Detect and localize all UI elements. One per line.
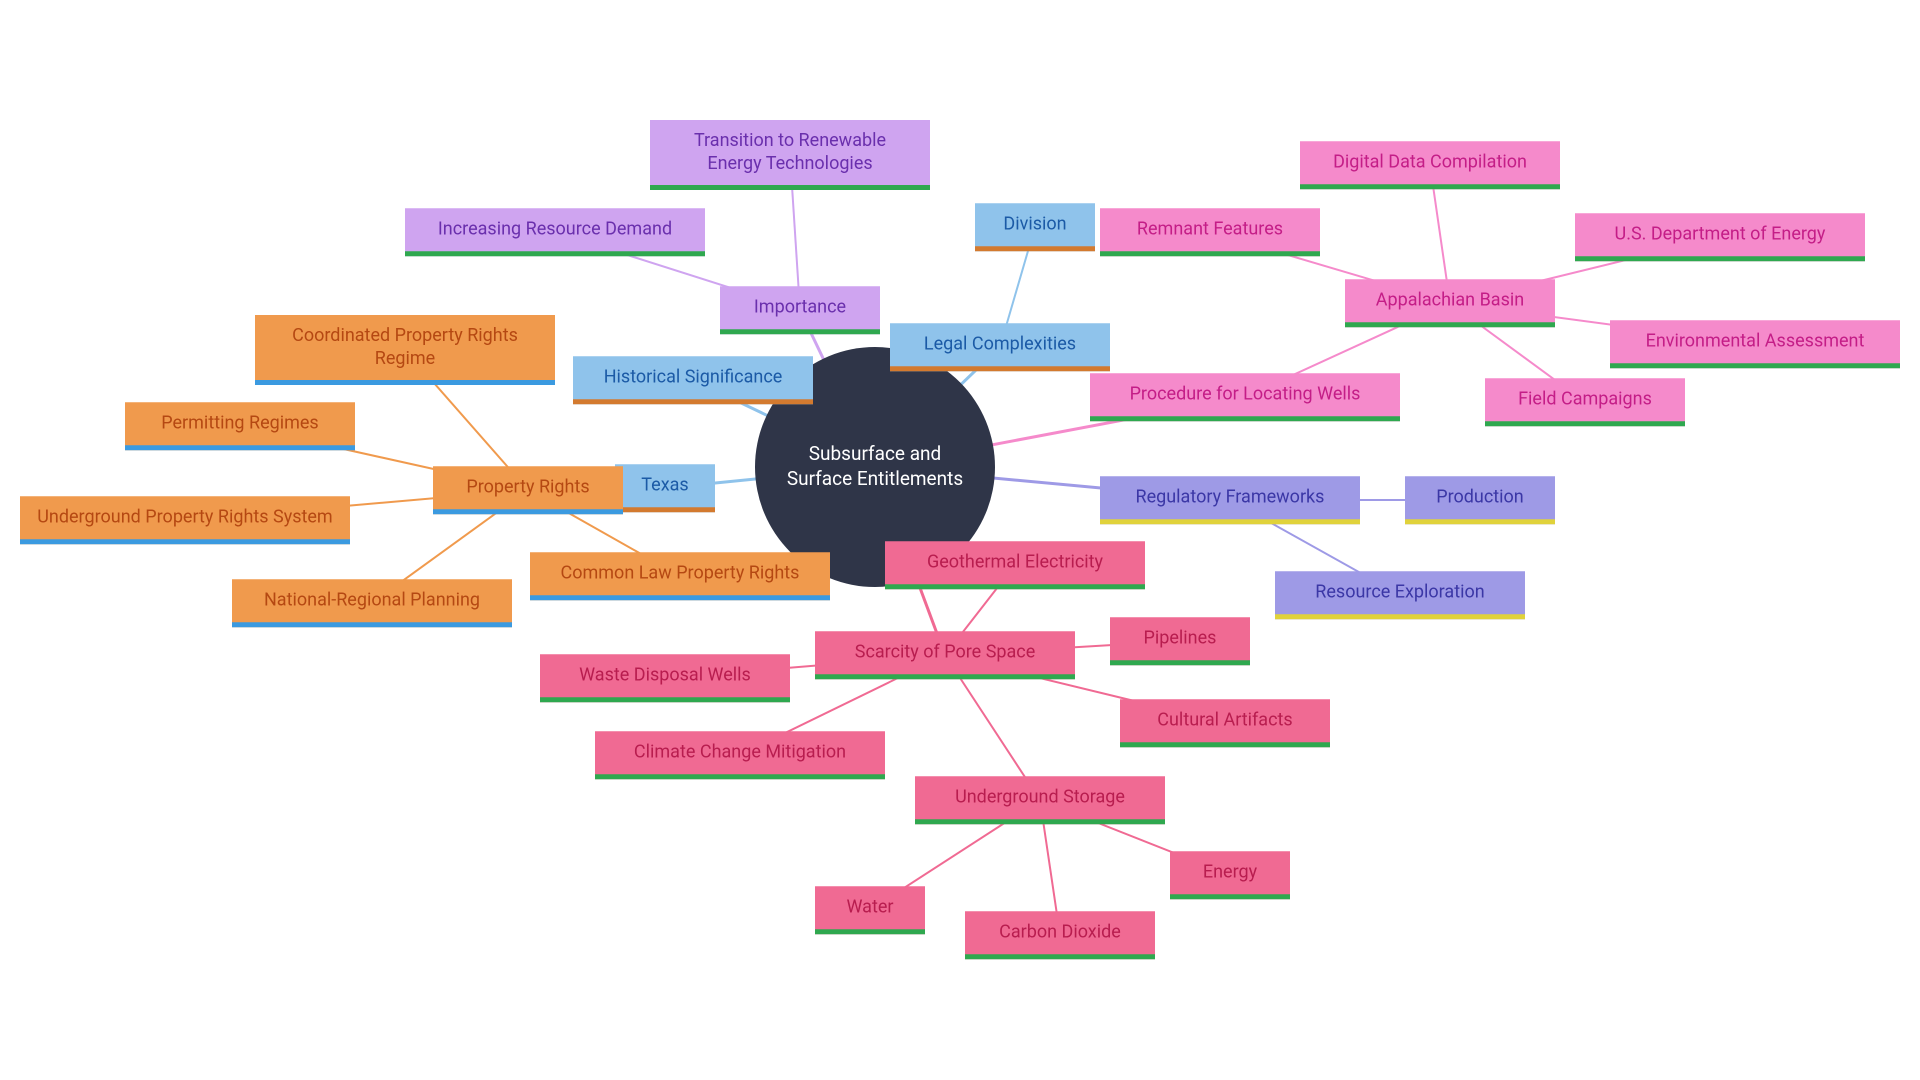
node-coord_regime: Coordinated Property Rights Regime	[255, 315, 555, 385]
node-cultural: Cultural Artifacts	[1120, 699, 1330, 747]
node-label: Resource Exploration	[1315, 581, 1484, 602]
node-label: National-Regional Planning	[264, 589, 480, 610]
node-label: Appalachian Basin	[1376, 289, 1524, 310]
node-carbon: Carbon Dioxide	[965, 911, 1155, 959]
node-label: Carbon Dioxide	[999, 921, 1121, 942]
node-production: Production	[1405, 476, 1555, 524]
node-climate: Climate Change Mitigation	[595, 731, 885, 779]
node-common_law: Common Law Property Rights	[530, 552, 830, 600]
node-hist_sig: Historical Significance	[573, 356, 813, 404]
node-division: Division	[975, 203, 1095, 251]
center-label: Subsurface and Surface Entitlements	[785, 442, 965, 491]
node-label: Climate Change Mitigation	[634, 741, 846, 762]
node-label: Texas	[641, 474, 688, 495]
node-regulatory: Regulatory Frameworks	[1100, 476, 1360, 524]
node-label: Historical Significance	[604, 366, 783, 387]
node-label: Digital Data Compilation	[1333, 151, 1527, 172]
node-field_camp: Field Campaigns	[1485, 378, 1685, 426]
node-label: Coordinated Property Rights Regime	[292, 325, 518, 369]
node-label: Production	[1436, 486, 1524, 507]
node-env_assess: Environmental Assessment	[1610, 320, 1900, 368]
node-inc_demand: Increasing Resource Demand	[405, 208, 705, 256]
node-water: Water	[815, 886, 925, 934]
node-label: Division	[1003, 213, 1066, 234]
node-label: Field Campaigns	[1518, 388, 1652, 409]
node-label: Underground Storage	[955, 786, 1125, 807]
node-label: Importance	[754, 296, 846, 317]
node-label: Property Rights	[466, 476, 589, 497]
node-remnant: Remnant Features	[1100, 208, 1320, 256]
node-label: Geothermal Electricity	[927, 551, 1103, 572]
node-label: Pipelines	[1144, 627, 1217, 648]
node-energy: Energy	[1170, 851, 1290, 899]
node-legal: Legal Complexities	[890, 323, 1110, 371]
node-label: Legal Complexities	[924, 333, 1076, 354]
node-waste_wells: Waste Disposal Wells	[540, 654, 790, 702]
node-importance: Importance	[720, 286, 880, 334]
node-storage: Underground Storage	[915, 776, 1165, 824]
node-us_doe: U.S. Department of Energy	[1575, 213, 1865, 261]
node-label: Energy	[1203, 861, 1257, 882]
node-permitting: Permitting Regimes	[125, 402, 355, 450]
node-property: Property Rights	[433, 466, 623, 514]
node-label: Transition to Renewable Energy Technolog…	[694, 130, 886, 174]
node-scarcity: Scarcity of Pore Space	[815, 631, 1075, 679]
node-label: Environmental Assessment	[1646, 330, 1865, 351]
node-label: Waste Disposal Wells	[579, 664, 751, 685]
node-renewable: Transition to Renewable Energy Technolog…	[650, 120, 930, 190]
node-proc_wells: Procedure for Locating Wells	[1090, 373, 1400, 421]
node-res_explore: Resource Exploration	[1275, 571, 1525, 619]
node-label: Remnant Features	[1137, 218, 1283, 239]
node-label: Increasing Resource Demand	[438, 218, 672, 239]
node-nat_regional: National-Regional Planning	[232, 579, 512, 627]
node-label: Common Law Property Rights	[561, 562, 800, 583]
node-texas: Texas	[615, 464, 715, 512]
node-label: Regulatory Frameworks	[1136, 486, 1325, 507]
node-label: U.S. Department of Energy	[1615, 223, 1826, 244]
node-label: Cultural Artifacts	[1157, 709, 1292, 730]
node-appalachian: Appalachian Basin	[1345, 279, 1555, 327]
node-label: Permitting Regimes	[161, 412, 318, 433]
node-label: Underground Property Rights System	[37, 506, 332, 527]
node-digital_data: Digital Data Compilation	[1300, 141, 1560, 189]
node-label: Procedure for Locating Wells	[1130, 383, 1361, 404]
node-pipelines: Pipelines	[1110, 617, 1250, 665]
node-upr_system: Underground Property Rights System	[20, 496, 350, 544]
node-geothermal: Geothermal Electricity	[885, 541, 1145, 589]
node-label: Water	[846, 896, 893, 917]
node-label: Scarcity of Pore Space	[855, 641, 1036, 662]
